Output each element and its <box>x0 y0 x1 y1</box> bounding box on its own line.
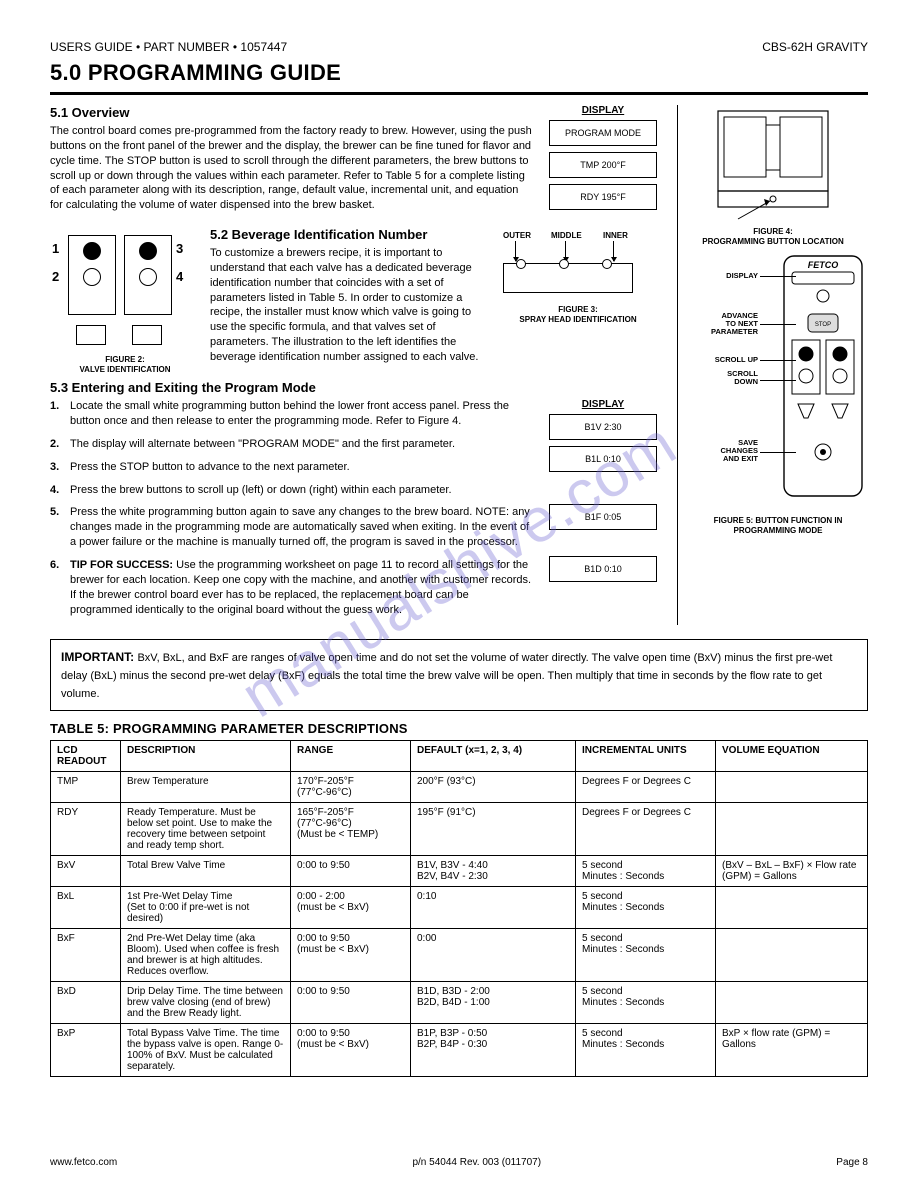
step-6: 6.TIP FOR SUCCESS: Use the programming w… <box>50 558 533 617</box>
step-1-text: Locate the small white programming butto… <box>70 399 533 429</box>
section-title-program-mode: 5.3 Entering and Exiting the Program Mod… <box>50 380 663 395</box>
step-2-text: The display will alternate between "PROG… <box>70 437 533 452</box>
th-lcd: LCD READOUT <box>51 741 121 772</box>
header-left: USERS GUIDE • PART NUMBER • 1057447 <box>50 40 287 54</box>
step-2: 2.The display will alternate between "PR… <box>50 437 533 452</box>
step-5: 5.Press the white programming button aga… <box>50 505 533 550</box>
step-4: 4.Press the brew buttons to scroll up (l… <box>50 483 533 498</box>
display-box-b1f: B1F 0:05 <box>549 504 657 530</box>
table-row: TMPBrew Temperature170°F-205°F (77°C-96°… <box>51 772 868 803</box>
important-box: IMPORTANT: BxV, BxL, and BxF are ranges … <box>50 639 868 711</box>
upper-region: 5.1 Overview The control board comes pre… <box>50 105 868 625</box>
footer-right: Page 8 <box>836 1157 868 1168</box>
th-incr: INCREMENTAL UNITS <box>576 741 716 772</box>
step-3: 3.Press the STOP button to advance to th… <box>50 460 533 475</box>
figure4-machine: FIGURE 4: PROGRAMMING BUTTON LOCATION <box>688 105 858 246</box>
display-box-b1l: B1L 0:10 <box>549 446 657 472</box>
th-eq: VOLUME EQUATION <box>716 741 868 772</box>
page-title: 5.0 PROGRAMMING GUIDE <box>50 60 868 86</box>
control-panel-icon: FETCO STOP <box>778 254 868 504</box>
display-heading-2: DISPLAY <box>543 399 663 410</box>
table-row: RDYReady Temperature. Must be below set … <box>51 803 868 856</box>
table-row: BxL1st Pre-Wet Delay Time (Set to 0:00 i… <box>51 887 868 929</box>
beverage-paragraph: To customize a brewers recipe, it is imp… <box>210 246 483 365</box>
header-right: CBS-62H GRAVITY <box>762 40 868 54</box>
table-row: BxVTotal Brew Valve Time0:00 to 9:50B1V,… <box>51 856 868 887</box>
panel-label-save: SAVE CHANGES AND EXIT <box>720 439 758 463</box>
footer: www.fetco.com p/n 54044 Rev. 003 (011707… <box>50 1157 868 1168</box>
spray-label-outer: OUTER <box>503 231 531 240</box>
step-5-text: Press the white programming button again… <box>70 505 533 550</box>
step-6-title: TIP FOR SUCCESS: <box>70 559 173 571</box>
step-1: 1.Locate the small white programming but… <box>50 399 533 429</box>
step-3-text: Press the STOP button to advance to the … <box>70 460 533 475</box>
step-4-text: Press the brew buttons to scroll up (lef… <box>70 483 533 498</box>
sidebar: FIGURE 4: PROGRAMMING BUTTON LOCATION DI… <box>677 105 868 625</box>
main-column: 5.1 Overview The control board comes pre… <box>50 105 663 625</box>
divider <box>50 92 868 95</box>
figure4-caption: FIGURE 4: PROGRAMMING BUTTON LOCATION <box>688 227 858 246</box>
display-heading-1: DISPLAY <box>543 105 663 116</box>
display-box-rdy: RDY 195°F <box>549 184 657 210</box>
table-row: BxF2nd Pre-Wet Delay time (aka Bloom). U… <box>51 929 868 982</box>
table-header-row: LCD READOUT DESCRIPTION RANGE DEFAULT (x… <box>51 741 868 772</box>
valve-num-3: 3 <box>176 241 183 256</box>
table-body: TMPBrew Temperature170°F-205°F (77°C-96°… <box>51 772 868 1077</box>
valve-num-2: 2 <box>52 269 59 284</box>
svg-text:STOP: STOP <box>815 322 831 328</box>
table-row: BxDDrip Delay Time. The time between bre… <box>51 982 868 1024</box>
important-title: IMPORTANT: <box>61 650 137 664</box>
doc-header: USERS GUIDE • PART NUMBER • 1057447 CBS-… <box>50 40 868 54</box>
display-box-b1v: B1V 2:30 <box>549 414 657 440</box>
figure5-panel: DISPLAY ADVANCE TO NEXT PARAMETER SCROLL… <box>688 254 868 514</box>
table-row: BxPTotal Bypass Valve Time. The time the… <box>51 1024 868 1077</box>
display-box-tmp: TMP 200°F <box>549 152 657 178</box>
overview-paragraph: The control board comes pre-programmed f… <box>50 124 533 213</box>
panel-label-advance: ADVANCE TO NEXT PARAMETER <box>711 312 758 336</box>
valve-num-1: 1 <box>52 241 59 256</box>
figure5-caption: FIGURE 5: BUTTON FUNCTION IN PROGRAMMING… <box>688 516 868 535</box>
brand-label: FETCO <box>808 260 839 270</box>
display-box-program: PROGRAM MODE <box>549 120 657 146</box>
spray-label-middle: MIDDLE <box>551 231 582 240</box>
section-title-beverage: 5.2 Beverage Identification Number <box>210 227 483 242</box>
figure3-caption: FIGURE 3: SPRAY HEAD IDENTIFICATION <box>493 305 663 324</box>
sprayhead-figure: OUTER MIDDLE INNER <box>493 231 653 301</box>
valves-figure: 1 2 3 4 <box>50 231 190 351</box>
table-title: TABLE 5: PROGRAMMING PARAMETER DESCRIPTI… <box>50 721 868 736</box>
parameter-table: LCD READOUT DESCRIPTION RANGE DEFAULT (x… <box>50 740 868 1077</box>
th-desc: DESCRIPTION <box>121 741 291 772</box>
th-range: RANGE <box>291 741 411 772</box>
machine-icon <box>688 105 858 225</box>
th-def: DEFAULT (x=1, 2, 3, 4) <box>411 741 576 772</box>
spray-label-inner: INNER <box>603 231 628 240</box>
footer-left: www.fetco.com <box>50 1157 117 1168</box>
panel-label-scroll-up: SCROLL UP <box>715 356 758 364</box>
panel-label-display: DISPLAY <box>726 272 758 280</box>
valve-num-4: 4 <box>176 269 183 284</box>
figure2-caption: FIGURE 2: VALVE IDENTIFICATION <box>50 355 200 374</box>
display-box-b1d: B1D 0:10 <box>549 556 657 582</box>
important-body: BxV, BxL, and BxF are ranges of valve op… <box>61 652 832 700</box>
footer-center: p/n 54044 Rev. 003 (011707) <box>412 1157 541 1168</box>
panel-label-scroll-down: SCROLL DOWN <box>727 370 758 386</box>
section-title-overview: 5.1 Overview <box>50 105 533 120</box>
page: manualshive.com USERS GUIDE • PART NUMBE… <box>0 0 918 1188</box>
